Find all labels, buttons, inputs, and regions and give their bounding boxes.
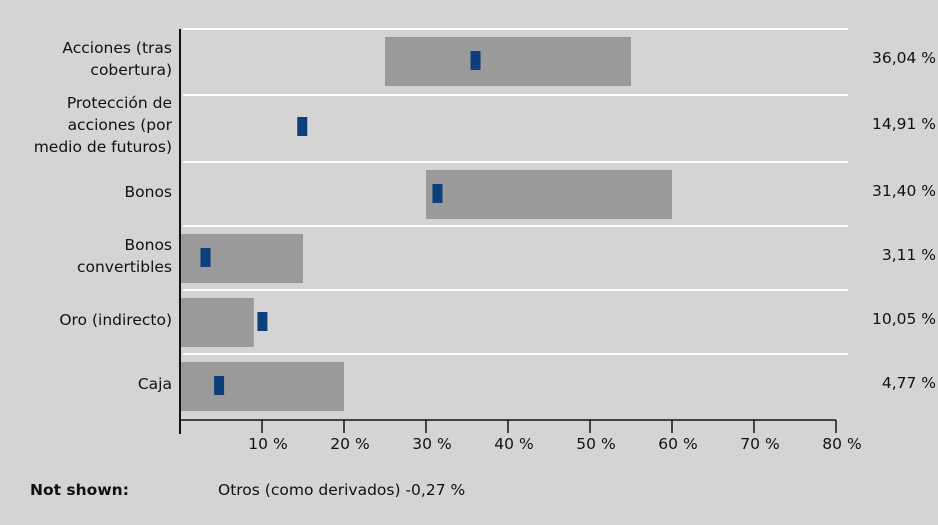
note-label: Not shown: bbox=[30, 481, 129, 499]
value-marker bbox=[214, 376, 225, 395]
range-bar bbox=[180, 298, 254, 347]
value-label: 31,40 % bbox=[871, 182, 936, 200]
value-marker bbox=[297, 117, 308, 136]
category-label: Bonos convertibles bbox=[76, 236, 172, 276]
x-tick-label: 60 % bbox=[658, 435, 698, 453]
value-marker bbox=[257, 312, 268, 331]
value-label: 14,91 % bbox=[871, 115, 936, 133]
x-tick-label: 30 % bbox=[412, 435, 452, 453]
x-tick-label: 10 % bbox=[248, 435, 288, 453]
value-label: 4,77 % bbox=[881, 374, 936, 392]
x-tick-label: 50 % bbox=[576, 435, 616, 453]
x-tick-label: 80 % bbox=[822, 435, 862, 453]
range-bar bbox=[426, 170, 672, 219]
x-tick-label: 40 % bbox=[494, 435, 534, 453]
value-label: 36,04 % bbox=[871, 49, 936, 67]
note-text: Otros (como derivados) -0,27 % bbox=[218, 481, 466, 499]
value-label: 10,05 % bbox=[871, 310, 936, 328]
category-label: Acciones (tras cobertura) bbox=[62, 39, 172, 79]
value-marker bbox=[470, 51, 481, 70]
range-bar bbox=[180, 362, 344, 411]
range-bar bbox=[180, 234, 303, 283]
range-bar bbox=[385, 37, 631, 86]
category-label: Oro (indirecto) bbox=[59, 311, 172, 329]
value-marker bbox=[200, 248, 211, 267]
value-marker bbox=[432, 184, 443, 203]
category-label: Caja bbox=[137, 375, 172, 393]
x-tick-label: 70 % bbox=[740, 435, 780, 453]
category-label: Protección de acciones (por medio de fut… bbox=[33, 94, 172, 156]
value-label: 3,11 % bbox=[881, 246, 936, 264]
x-tick-label: 20 % bbox=[330, 435, 370, 453]
category-label: Bonos bbox=[124, 183, 173, 201]
